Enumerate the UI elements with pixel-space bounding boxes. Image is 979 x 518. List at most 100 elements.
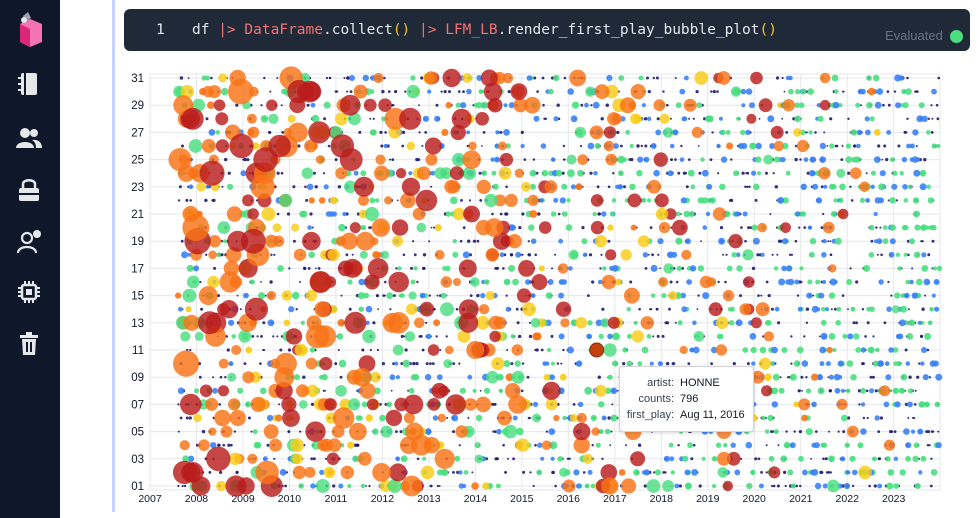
data-point bbox=[649, 361, 654, 366]
data-point bbox=[849, 455, 856, 462]
data-point bbox=[590, 194, 604, 207]
chip-icon[interactable] bbox=[15, 278, 43, 306]
data-point bbox=[904, 348, 908, 352]
data-point bbox=[656, 334, 660, 338]
data-point bbox=[448, 90, 451, 94]
data-point bbox=[438, 485, 441, 487]
data-point bbox=[528, 334, 533, 339]
data-point bbox=[705, 211, 711, 217]
data-point bbox=[489, 330, 501, 343]
data-point bbox=[717, 467, 729, 478]
data-point bbox=[755, 302, 770, 317]
data-point bbox=[675, 237, 683, 245]
data-point bbox=[650, 308, 653, 311]
data-point bbox=[655, 76, 659, 80]
data-point bbox=[855, 102, 861, 108]
data-point bbox=[518, 226, 522, 230]
data-point bbox=[217, 221, 231, 235]
data-point bbox=[617, 155, 626, 164]
data-point bbox=[594, 235, 608, 248]
data-point bbox=[759, 346, 767, 354]
data-point bbox=[405, 303, 418, 315]
data-point bbox=[264, 234, 278, 248]
data-point bbox=[260, 335, 263, 338]
data-point bbox=[666, 103, 669, 107]
data-point bbox=[536, 469, 542, 476]
notebook-icon[interactable] bbox=[15, 70, 43, 98]
data-point bbox=[891, 183, 898, 190]
app-logo-icon[interactable] bbox=[12, 10, 48, 50]
data-point bbox=[662, 127, 674, 138]
data-point bbox=[574, 126, 587, 139]
data-point bbox=[723, 442, 728, 448]
data-point bbox=[285, 328, 303, 345]
lock-icon[interactable] bbox=[15, 176, 43, 204]
data-point bbox=[452, 239, 457, 244]
data-point bbox=[495, 483, 501, 489]
data-point bbox=[692, 443, 696, 447]
data-point bbox=[349, 75, 355, 81]
trash-icon[interactable] bbox=[15, 330, 43, 358]
data-point bbox=[861, 308, 865, 311]
data-point bbox=[877, 360, 884, 367]
data-point bbox=[610, 414, 618, 422]
data-point bbox=[931, 293, 936, 298]
data-point bbox=[269, 438, 282, 452]
data-point bbox=[700, 157, 705, 162]
data-point bbox=[429, 362, 432, 365]
data-point bbox=[408, 171, 413, 176]
code-cell[interactable]: 1 df |> DataFrame.collect() |> LFM_LB.re… bbox=[124, 9, 970, 51]
data-point bbox=[432, 415, 439, 421]
data-point bbox=[582, 453, 593, 464]
data-point bbox=[300, 210, 308, 218]
data-point bbox=[260, 115, 269, 123]
data-point bbox=[498, 388, 503, 393]
data-point bbox=[330, 134, 355, 158]
data-point bbox=[584, 386, 593, 395]
data-point bbox=[592, 101, 600, 109]
data-point bbox=[749, 102, 755, 109]
data-point bbox=[180, 331, 191, 342]
data-point bbox=[902, 102, 909, 109]
data-point bbox=[850, 199, 854, 202]
data-point bbox=[434, 249, 445, 260]
data-point bbox=[732, 362, 736, 366]
data-point bbox=[740, 129, 746, 136]
y-tick-label: 19 bbox=[131, 236, 144, 248]
data-point bbox=[829, 278, 837, 286]
users-icon[interactable] bbox=[15, 124, 43, 152]
data-point bbox=[580, 103, 584, 107]
data-point bbox=[307, 225, 312, 230]
data-point bbox=[370, 371, 381, 383]
data-point bbox=[763, 154, 774, 165]
code-text[interactable]: df |> DataFrame.collect() |> LFM_LB.rend… bbox=[192, 9, 777, 51]
data-point bbox=[312, 457, 316, 461]
data-point bbox=[416, 457, 420, 461]
user-notification-icon[interactable] bbox=[15, 228, 43, 256]
data-point bbox=[886, 90, 890, 93]
data-point bbox=[556, 362, 560, 365]
data-point bbox=[286, 212, 291, 216]
data-point bbox=[672, 219, 688, 236]
data-point bbox=[596, 185, 600, 189]
data-point bbox=[587, 142, 595, 150]
data-point bbox=[661, 293, 667, 299]
data-point bbox=[525, 279, 531, 285]
data-point bbox=[745, 88, 753, 95]
data-point bbox=[742, 249, 754, 261]
data-point bbox=[314, 301, 331, 318]
data-point bbox=[868, 224, 875, 231]
data-point bbox=[716, 333, 723, 340]
data-point bbox=[882, 225, 888, 231]
data-point bbox=[575, 483, 582, 489]
data-point bbox=[406, 141, 415, 151]
data-point bbox=[865, 129, 871, 136]
data-point bbox=[452, 362, 456, 365]
data-point bbox=[389, 158, 391, 161]
data-point bbox=[830, 308, 833, 311]
data-point bbox=[389, 308, 392, 311]
data-point bbox=[193, 413, 202, 423]
data-point bbox=[812, 294, 815, 297]
data-point bbox=[681, 249, 692, 260]
